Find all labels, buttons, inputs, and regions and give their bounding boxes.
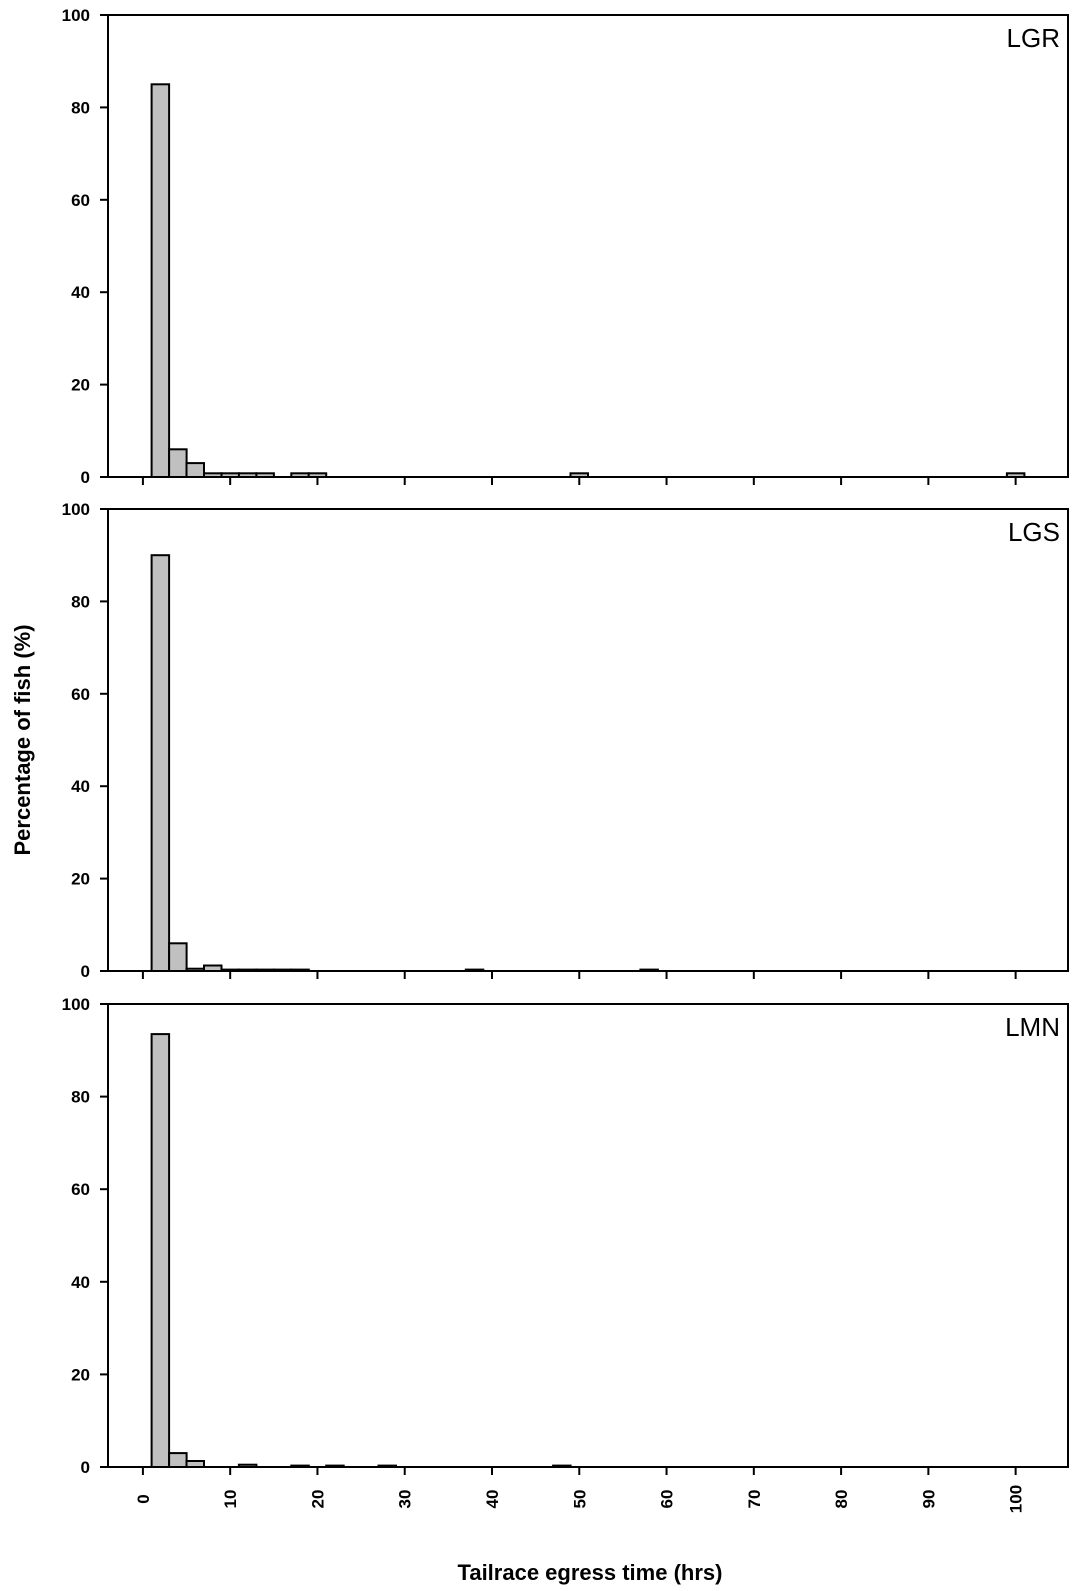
panel-label: LGS bbox=[1008, 517, 1060, 547]
plot-frame bbox=[107, 14, 1069, 478]
y-tick-label: 60 bbox=[71, 191, 90, 210]
y-tick-label: 0 bbox=[81, 962, 90, 981]
y-axis-title: Percentage of fish (%) bbox=[10, 624, 35, 855]
y-tick-label: 0 bbox=[81, 1458, 90, 1477]
x-axis-title: Tailrace egress time (hrs) bbox=[458, 1560, 723, 1585]
panel-label: LGR bbox=[1007, 23, 1060, 53]
y-tick-label: 20 bbox=[71, 376, 90, 395]
x-tick-label: 20 bbox=[308, 1490, 327, 1509]
y-tick-label: 100 bbox=[62, 500, 90, 519]
x-tick-label: 60 bbox=[658, 1490, 677, 1509]
y-tick-label: 40 bbox=[71, 777, 90, 796]
y-tick-label: 80 bbox=[71, 98, 90, 117]
y-tick-label: 0 bbox=[81, 468, 90, 487]
panel-lmn: 0 20 40 60 80 100 0 10 20 30 40 50 60 70 80 90 100 LMN bbox=[62, 995, 1069, 1513]
y-tick-label: 40 bbox=[71, 283, 90, 302]
y-tick-label: 40 bbox=[71, 1273, 90, 1292]
y-tick-label: 20 bbox=[71, 1365, 90, 1384]
plot-frame bbox=[107, 1003, 1069, 1468]
bar-lgr-2h bbox=[150, 83, 171, 479]
bar-lgr-6h bbox=[185, 462, 205, 479]
y-tick-label: 20 bbox=[71, 870, 90, 889]
x-tick-label: 0 bbox=[134, 1494, 153, 1503]
y-tick-label: 60 bbox=[71, 1180, 90, 1199]
panels: 020406080100LGR020406080100LGS0204060801… bbox=[62, 6, 1069, 1513]
bar-lgs-4h bbox=[168, 942, 188, 972]
x-tick-label: 70 bbox=[745, 1490, 764, 1509]
panel-label: LMN bbox=[1005, 1012, 1060, 1042]
bar-lmn-4h bbox=[168, 1452, 188, 1468]
bar-lmn-2h bbox=[150, 1033, 171, 1468]
y-tick-label: 100 bbox=[62, 6, 90, 25]
y-tick-label: 80 bbox=[71, 592, 90, 611]
bar-lgr-4h bbox=[168, 448, 188, 478]
panel-lgs: 0 20 40 60 80 100 LGS bbox=[62, 500, 1069, 981]
x-tick-label: 100 bbox=[1007, 1485, 1026, 1513]
x-tick-label: 90 bbox=[919, 1490, 938, 1509]
x-tick-label: 80 bbox=[832, 1490, 851, 1509]
x-tick-label: 50 bbox=[570, 1490, 589, 1509]
x-tick-label: 30 bbox=[396, 1490, 415, 1509]
x-tick-label: 10 bbox=[221, 1490, 240, 1509]
x-tick-label: 40 bbox=[483, 1490, 502, 1509]
plot-frame bbox=[107, 508, 1069, 972]
y-tick-label: 60 bbox=[71, 685, 90, 704]
y-tick-label: 100 bbox=[62, 995, 90, 1014]
panel-lgr: 0 20 40 60 80 100 LGR bbox=[62, 6, 1069, 487]
bar-lgs-2h bbox=[150, 554, 171, 972]
y-tick-label: 80 bbox=[71, 1088, 90, 1107]
